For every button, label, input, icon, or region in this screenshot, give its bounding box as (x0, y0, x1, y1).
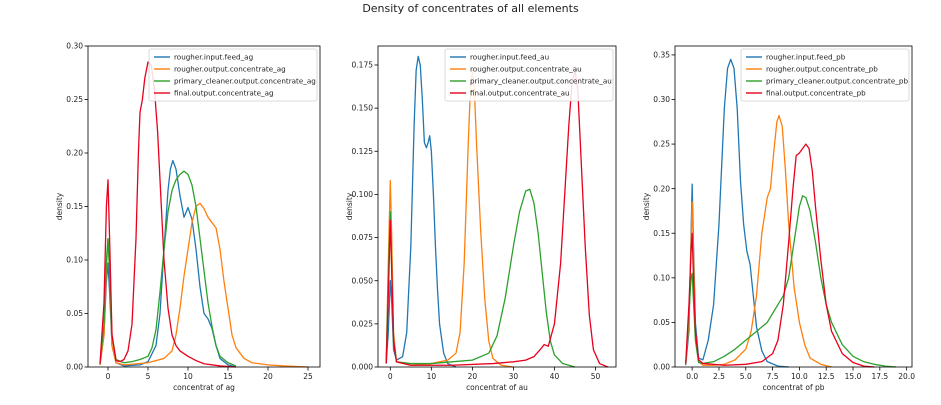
x-tick-label: 7.5 (767, 372, 779, 381)
legend-entry-3: primary_cleaner.output.concentrate_au (470, 77, 612, 86)
y-tick-label: 0.10 (653, 273, 670, 282)
legend: rougher.input.feed_ag rougher.output.conc… (148, 48, 318, 102)
legend-entry-2: rougher.output.concentrate_au (470, 65, 582, 74)
y-tick-label: 0.150 (352, 104, 374, 113)
x-tick-label: 5.0 (740, 372, 752, 381)
y-tick-label: 0.050 (352, 276, 374, 285)
y-tick-label: 0.125 (352, 147, 374, 156)
legend-entry-1: rougher.input.feed_ag (174, 53, 253, 62)
legend-entry-2: rougher.output.concentrate_pb (766, 65, 878, 74)
x-tick-label: 12.5 (818, 372, 835, 381)
x-tick-label: 10.0 (791, 372, 808, 381)
legend-entry-1: rougher.input.feed_au (470, 53, 549, 62)
chart-panel-3: 0.0 2.5 5.0 7.5 10.0 12.5 15.0 17.5 20.0 0.00 0.05… (642, 45, 915, 392)
y-tick-label: 0.30 (653, 95, 670, 104)
series-line-2 (385, 69, 514, 368)
x-tick-label: 2.5 (713, 372, 725, 381)
series-line-1 (685, 58, 789, 368)
series-line-4 (685, 143, 875, 368)
series-line-3 (685, 195, 896, 368)
series-line-1 (385, 55, 457, 368)
legend-entry-4: final.output.concentrate_ag (174, 89, 274, 98)
y-tick-label: 0.175 (352, 61, 374, 70)
y-tick-label: 0.00 (653, 363, 670, 372)
y-tick-label: 0.30 (66, 42, 83, 51)
x-tick-label: 0 (106, 372, 111, 381)
x-tick-label: 20 (263, 372, 273, 381)
y-tick-label: 0.100 (352, 190, 374, 199)
x-tick-label: 25 (303, 372, 313, 381)
y-tick-label: 0.05 (66, 309, 83, 318)
y-tick-label: 0.25 (653, 140, 670, 149)
x-tick-label: 17.5 (871, 372, 888, 381)
axes-frame (674, 45, 913, 368)
figure-suptitle: Density of concentrates of all elements (362, 2, 579, 15)
y-axis-label: density (55, 192, 64, 220)
y-tick-label: 0.025 (352, 319, 374, 328)
x-axis-label: concentrat of au (466, 383, 528, 392)
y-tick-label: 0.00 (66, 363, 83, 372)
y-tick-label: 0.15 (66, 202, 83, 211)
y-tick-label: 0.000 (352, 363, 374, 372)
y-axis-label: density (642, 192, 651, 220)
legend: rougher.input.feed_pb rougher.output.conc… (740, 48, 910, 102)
chart-panel-1: 0 5 10 15 20 25 0.00 0.05 0.10 0.15 0.20 0.25 0.30 co… (55, 42, 321, 392)
x-tick-label: 5 (146, 372, 151, 381)
x-tick-label: 15 (223, 372, 233, 381)
legend-box (148, 48, 318, 102)
x-tick-label: 0 (388, 372, 393, 381)
x-tick-label: 10 (183, 372, 193, 381)
x-tick-label: 20.0 (898, 372, 915, 381)
y-tick-label: 0.35 (653, 51, 670, 60)
series-line-3 (99, 170, 237, 367)
series-line-4 (385, 69, 609, 368)
legend-entry-3: primary_cleaner.output.concentrate_ag (174, 77, 316, 86)
legend: rougher.input.feed_au rougher.output.conc… (444, 48, 614, 102)
y-tick-label: 0.25 (66, 95, 83, 104)
series-line-1 (99, 159, 237, 368)
legend-entry-4: final.output.concentrate_au (470, 89, 570, 98)
x-tick-label: 15.0 (845, 372, 862, 381)
y-tick-label: 0.10 (66, 256, 83, 265)
series-line-2 (99, 202, 309, 368)
y-tick-label: 0.20 (66, 149, 83, 158)
legend-entry-4: final.output.concentrate_pb (766, 89, 866, 98)
x-axis-label: concentrat of ag (173, 383, 235, 392)
y-axis-label: density (345, 192, 354, 220)
x-tick-label: 40 (550, 372, 560, 381)
legend-entry-2: rougher.output.concentrate_ag (174, 65, 286, 74)
y-tick-label: 0.15 (653, 229, 670, 238)
x-tick-label: 30 (509, 372, 519, 381)
chart-panel-2: 0 10 20 30 40 50 0.000 0.025 0.050 0.075 0.100 0.12… (345, 45, 617, 392)
legend-entry-3: primary_cleaner.output.concentrate_pb (766, 77, 908, 86)
x-tick-label: 0.0 (686, 372, 698, 381)
series-line-4 (99, 61, 237, 368)
axes-frame (377, 45, 617, 368)
y-tick-label: 0.20 (653, 184, 670, 193)
x-tick-label: 50 (591, 372, 601, 381)
x-tick-label: 10 (427, 372, 437, 381)
legend-box (444, 48, 614, 102)
y-tick-label: 0.05 (653, 318, 670, 327)
legend-box (740, 48, 910, 102)
legend-entry-1: rougher.input.feed_pb (766, 53, 846, 62)
x-axis-label: concentrat of pb (762, 383, 824, 392)
x-tick-label: 20 (468, 372, 478, 381)
y-tick-label: 0.075 (352, 233, 374, 242)
